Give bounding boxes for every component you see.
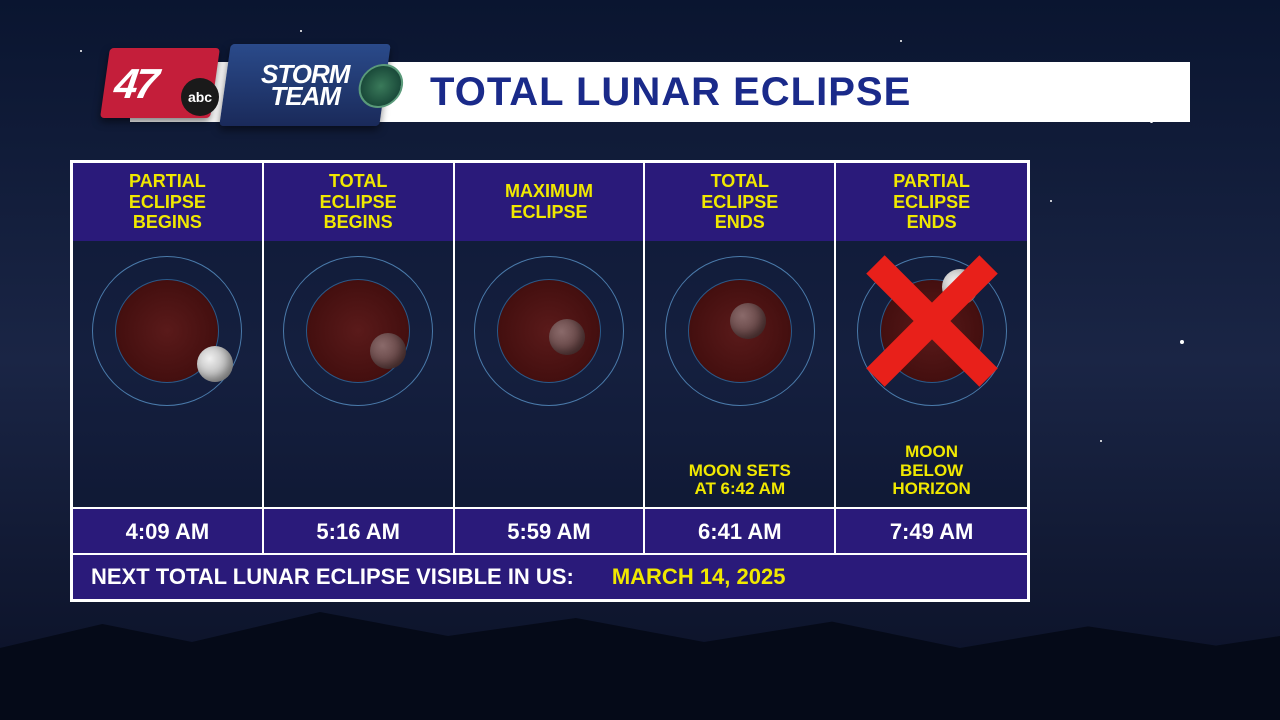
logo-47-text: 47	[111, 60, 158, 108]
phase-time: 5:59 AM	[455, 507, 644, 553]
phase-note: MOON SETSAT 6:42 AM	[645, 462, 834, 499]
logo-storm-text: STORMTEAM	[261, 63, 349, 107]
phase-label: TOTALECLIPSEBEGINS	[264, 163, 453, 241]
footer-row: NEXT TOTAL LUNAR ECLIPSE VISIBLE IN US: …	[73, 553, 1027, 599]
eclipse-diagram	[660, 251, 820, 411]
eclipse-diagram	[87, 251, 247, 411]
phase-label: MAXIMUMECLIPSE	[455, 163, 644, 241]
star-decor	[300, 30, 302, 32]
eclipse-diagram	[469, 251, 629, 411]
phase-time: 7:49 AM	[836, 507, 1027, 553]
phase-label: TOTALECLIPSEENDS	[645, 163, 834, 241]
star-decor	[80, 50, 82, 52]
phase-time: 4:09 AM	[73, 507, 262, 553]
mountain-silhouette	[0, 600, 1280, 720]
phase-label: PARTIALECLIPSEENDS	[836, 163, 1027, 241]
eclipse-table: PARTIALECLIPSEBEGINS4:09 AMTOTALECLIPSEB…	[70, 160, 1030, 602]
star-decor	[1050, 200, 1052, 202]
moon-icon	[370, 333, 406, 369]
moon-icon	[197, 346, 233, 382]
eclipse-diagram	[278, 251, 438, 411]
phase-cell: MAXIMUMECLIPSE 5:59 AM	[455, 163, 646, 553]
star-decor	[1100, 440, 1102, 442]
phase-cell: TOTALECLIPSEBEGINS 5:16 AM	[264, 163, 455, 553]
phase-diagram-area	[73, 241, 262, 507]
phase-cell: PARTIALECLIPSEENDS MOONBELOWHORIZON 7:49 A…	[836, 163, 1027, 553]
phase-label: PARTIALECLIPSEBEGINS	[73, 163, 262, 241]
footer-label: NEXT TOTAL LUNAR ECLIPSE VISIBLE IN US:	[91, 564, 574, 590]
not-visible-x-icon	[867, 256, 997, 386]
star-decor	[900, 40, 902, 42]
phase-diagram-area: MOONBELOWHORIZON	[836, 241, 1027, 507]
moon-icon	[549, 319, 585, 355]
phase-diagram-area	[455, 241, 644, 507]
phase-diagram-area: MOON SETSAT 6:42 AM	[645, 241, 834, 507]
moon-icon	[730, 303, 766, 339]
footer-date: MARCH 14, 2025	[612, 564, 786, 590]
phase-cell: PARTIALECLIPSEBEGINS 4:09 AM	[73, 163, 264, 553]
phase-diagram-area	[264, 241, 453, 507]
phases-row: PARTIALECLIPSEBEGINS4:09 AMTOTALECLIPSEB…	[73, 163, 1027, 553]
star-decor	[1180, 340, 1184, 344]
logo-abc-circle: abc	[181, 78, 219, 116]
logo-storm-badge: STORMTEAM	[219, 44, 391, 126]
phase-time: 6:41 AM	[645, 507, 834, 553]
phase-cell: TOTALECLIPSEENDS MOON SETSAT 6:42 AM 6:41 …	[645, 163, 836, 553]
phase-note: MOONBELOWHORIZON	[836, 443, 1027, 499]
phase-time: 5:16 AM	[264, 507, 453, 553]
page-title: TOTAL LUNAR ECLIPSE	[430, 70, 911, 115]
station-logo: 47 abc STORMTEAM	[105, 40, 385, 135]
